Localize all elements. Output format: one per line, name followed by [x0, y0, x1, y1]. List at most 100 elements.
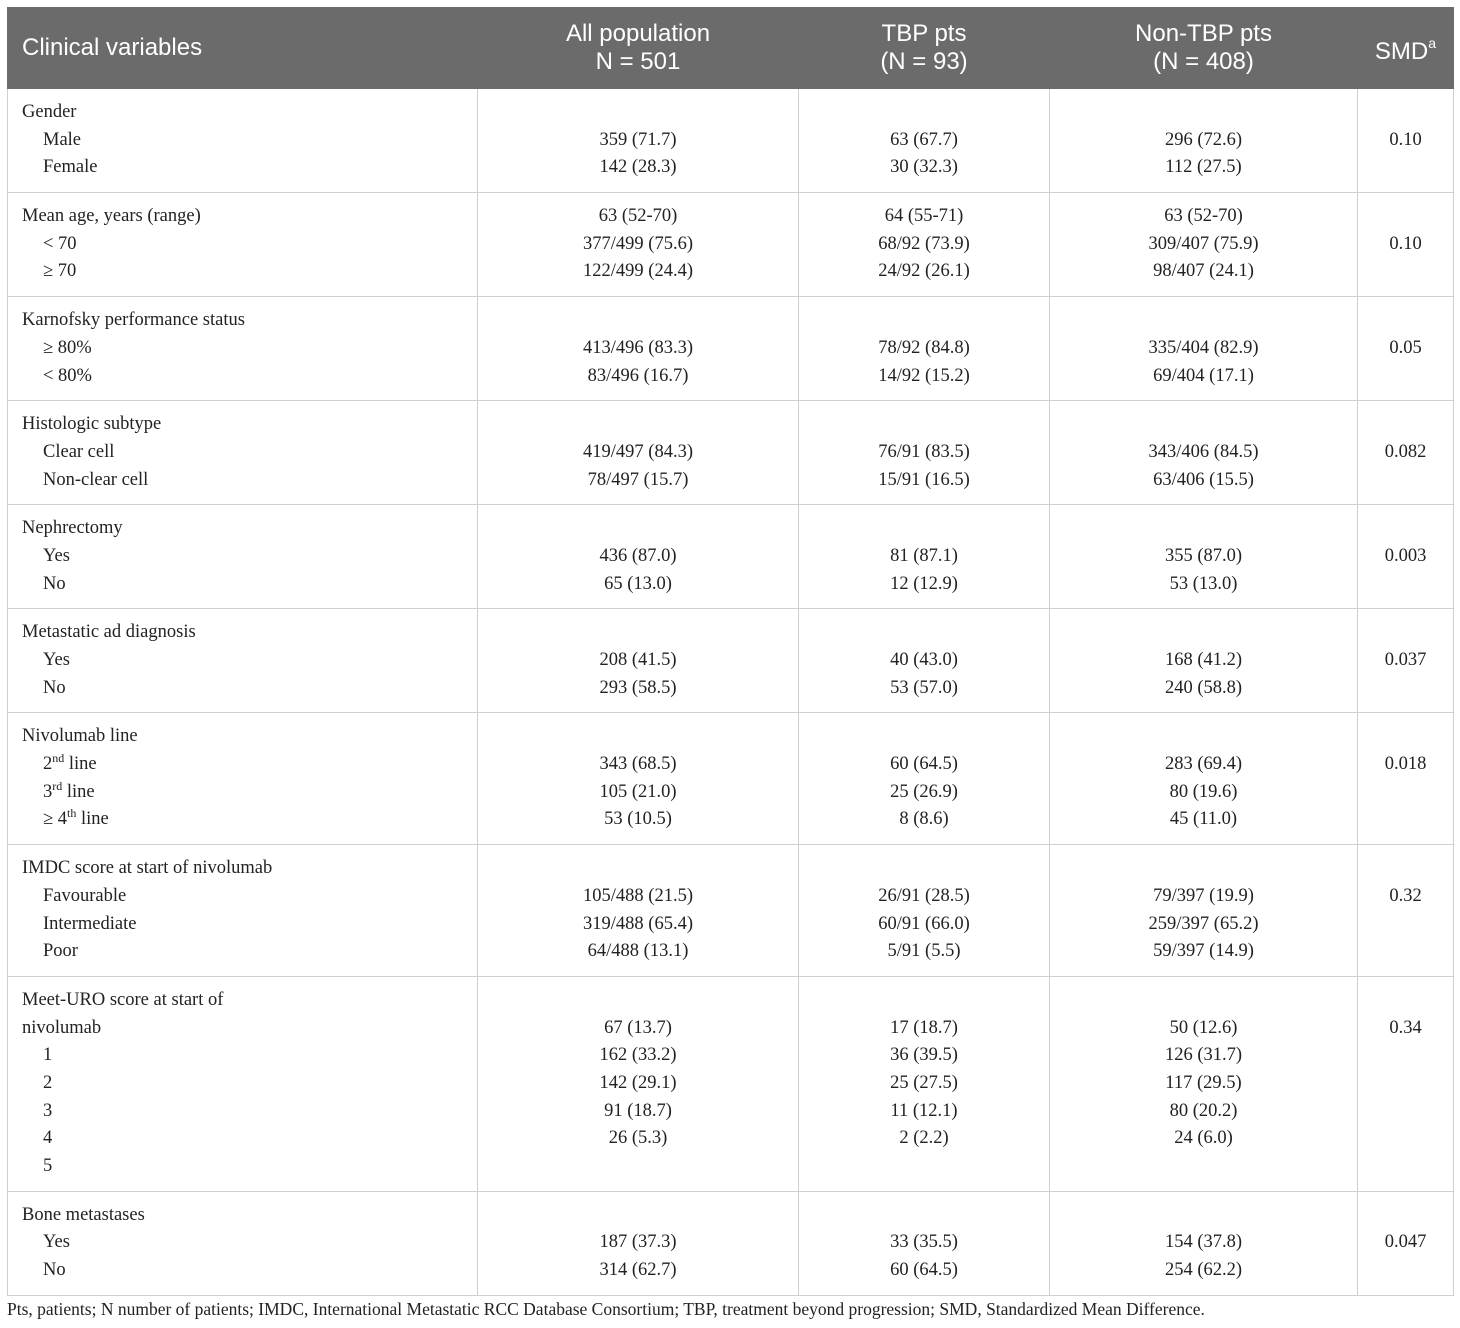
value-tbp: 63 (67.7) — [890, 129, 958, 150]
variable-cell: Mean age, years (range) < 70 ≥ 70 — [7, 192, 478, 298]
blank-line — [1358, 411, 1453, 439]
all-population-cell: 105/488 (21.5) 319/488 (65.4) 64/488 (13.1… — [477, 844, 799, 977]
value-tbp: 60/91 (66.0) — [878, 913, 970, 934]
variable-title: Meet-URO score at start of — [22, 989, 224, 1010]
category-label: 5 — [43, 1156, 53, 1176]
variable-title: Gender — [22, 102, 77, 122]
category-label-post: line — [62, 781, 95, 802]
table-row: Meet-URO score at start of nivolumab 1 2 3 4 5… — [7, 975, 1454, 1192]
value-all: 293 (58.5) — [599, 677, 677, 698]
variable-title: Nephrectomy — [22, 518, 123, 539]
blank-line — [1050, 411, 1357, 439]
header-clinical-variables: Clinical variables — [7, 7, 478, 89]
blank-line — [799, 619, 1049, 647]
category-label: Non-clear cell — [43, 469, 149, 490]
smd-cell: 0.32 — [1357, 844, 1454, 977]
value-all: 319/488 (65.4) — [583, 913, 693, 934]
value-all: 436 (87.0) — [599, 545, 677, 566]
blank-line — [1050, 515, 1357, 543]
blank-line — [478, 855, 798, 883]
variable-title: Mean age, years (range) — [22, 206, 201, 227]
variable-title: Karnofsky performance status — [22, 310, 245, 331]
value-all: 65 (13.0) — [604, 573, 672, 594]
header-all-population: All population N = 501 — [477, 7, 799, 89]
table-header-row: Clinical variables All population N = 50… — [7, 7, 1454, 89]
value-all: 142 (28.3) — [599, 157, 677, 178]
all-population-cell: 359 (71.7) 142 (28.3) — [477, 87, 799, 194]
category-label-pre: 2 — [43, 754, 53, 775]
value-tbp: 40 (43.0) — [890, 650, 958, 670]
blank-line — [1050, 307, 1357, 335]
category-label: 2 — [43, 1072, 53, 1093]
tbp-cell: 33 (35.5) 60 (64.5) — [798, 1190, 1050, 1296]
variable-cell: Meet-URO score at start of nivolumab 1 2 3 4 5 — [7, 975, 478, 1192]
value-non-tbp: 168 (41.2) — [1164, 650, 1243, 670]
value-tbp: 30 (32.3) — [890, 157, 958, 178]
table-row: Histologic subtype Clear cell Non-clear ce… — [7, 400, 1454, 506]
ordinal-suffix: rd — [52, 778, 63, 793]
value-non-tbp: 117 (29.5) — [1165, 1072, 1242, 1093]
blank-line — [1050, 1202, 1357, 1230]
category-label: 3 — [43, 1100, 53, 1121]
variable-cell: Nivolumab line 2nd line 3rd line ≥ 4th line — [7, 712, 478, 846]
value-non-tbp: 69/404 (17.1) — [1153, 365, 1254, 386]
table-row: IMDC score at start of nivolumab Favourab… — [7, 844, 1454, 977]
smd-cell: 0.34 — [1357, 975, 1454, 1192]
variable-cell: Metastatic ad diagnosis Yes No — [7, 608, 478, 714]
all-population-cell: 419/497 (84.3) 78/497 (15.7) — [477, 400, 799, 506]
header-all-population-title: All population — [565, 20, 711, 47]
value-tbp: 53 (57.0) — [890, 677, 958, 698]
smd-value: 0.037 — [1384, 650, 1427, 670]
category-label: Yes — [43, 650, 70, 670]
value-all: 83/496 (16.7) — [587, 365, 689, 386]
table-footnote: Pts, patients; N number of patients; IMD… — [7, 1299, 1205, 1319]
tbp-cell: 64 (55-71) 68/92 (73.9) 24/92 (26.1) — [798, 192, 1050, 298]
value-all: 91 (18.7) — [604, 1100, 672, 1121]
value-all: 53 (10.5) — [604, 809, 672, 830]
value-non-tbp: 240 (58.8) — [1164, 677, 1243, 698]
value-tbp: 12 (12.9) — [890, 573, 958, 594]
category-label: 3rd line — [22, 779, 477, 807]
value-tbp: 68/92 (73.9) — [878, 233, 970, 254]
table-row: Mean age, years (range) < 70 ≥ 70 63 (52-70… — [7, 192, 1454, 298]
value-all: 162 (33.2) — [599, 1045, 677, 1066]
value-tbp: 64 (55-71) — [884, 206, 964, 227]
category-label: Male — [43, 129, 82, 150]
tbp-cell: 17 (18.7) 36 (39.5) 25 (27.5) 11 (12.1) 2 (2… — [798, 975, 1050, 1192]
value-tbp: 5/91 (5.5) — [887, 941, 961, 962]
all-population-cell: 187 (37.3) 314 (62.7) — [477, 1190, 799, 1296]
tbp-cell: 40 (43.0) 53 (57.0) — [798, 608, 1050, 714]
value-non-tbp: 80 (19.6) — [1169, 781, 1238, 802]
tbp-cell: 78/92 (84.8) 14/92 (15.2) — [798, 296, 1050, 402]
value-non-tbp: 154 (37.8) — [1164, 1232, 1243, 1253]
category-label: No — [43, 677, 66, 698]
category-label-post: line — [64, 754, 97, 775]
blank-line — [1358, 1202, 1453, 1230]
value-tbp: 33 (35.5) — [890, 1232, 958, 1253]
value-tbp: 14/92 (15.2) — [878, 365, 970, 386]
table-row: Bone metastases Yes No 187 (37.3) 314 (62.7)… — [7, 1190, 1454, 1296]
smd-cell: 0.003 — [1357, 504, 1454, 610]
category-label-pre: 3 — [43, 781, 53, 802]
value-non-tbp: 355 (87.0) — [1164, 545, 1243, 566]
value-non-tbp: 98/407 (24.1) — [1153, 261, 1254, 282]
all-population-cell: 343 (68.5) 105 (21.0) 53 (10.5) — [477, 712, 799, 846]
value-all: 78/497 (15.7) — [587, 469, 689, 490]
category-label-post: line — [76, 809, 109, 830]
blank-line — [478, 987, 798, 1015]
category-label: ≥ 70 — [43, 261, 77, 282]
blank-line — [478, 723, 798, 751]
value-all: 26 (5.3) — [608, 1128, 668, 1149]
variable-title: Nivolumab line — [22, 726, 138, 747]
blank-line — [1050, 987, 1357, 1015]
blank-line — [1358, 619, 1453, 647]
value-tbp: 15/91 (16.5) — [878, 469, 970, 490]
value-all: 419/497 (84.3) — [583, 441, 693, 462]
blank-line — [1050, 855, 1357, 883]
non-tbp-cell: 154 (37.8) 254 (62.2) — [1049, 1190, 1358, 1296]
value-tbp: 2 (2.2) — [899, 1128, 949, 1149]
non-tbp-cell: 355 (87.0) 53 (13.0) — [1049, 504, 1358, 610]
variable-title: Histologic subtype — [22, 414, 162, 435]
value-non-tbp: 112 (27.5) — [1165, 157, 1242, 178]
category-label: Female — [43, 157, 98, 178]
